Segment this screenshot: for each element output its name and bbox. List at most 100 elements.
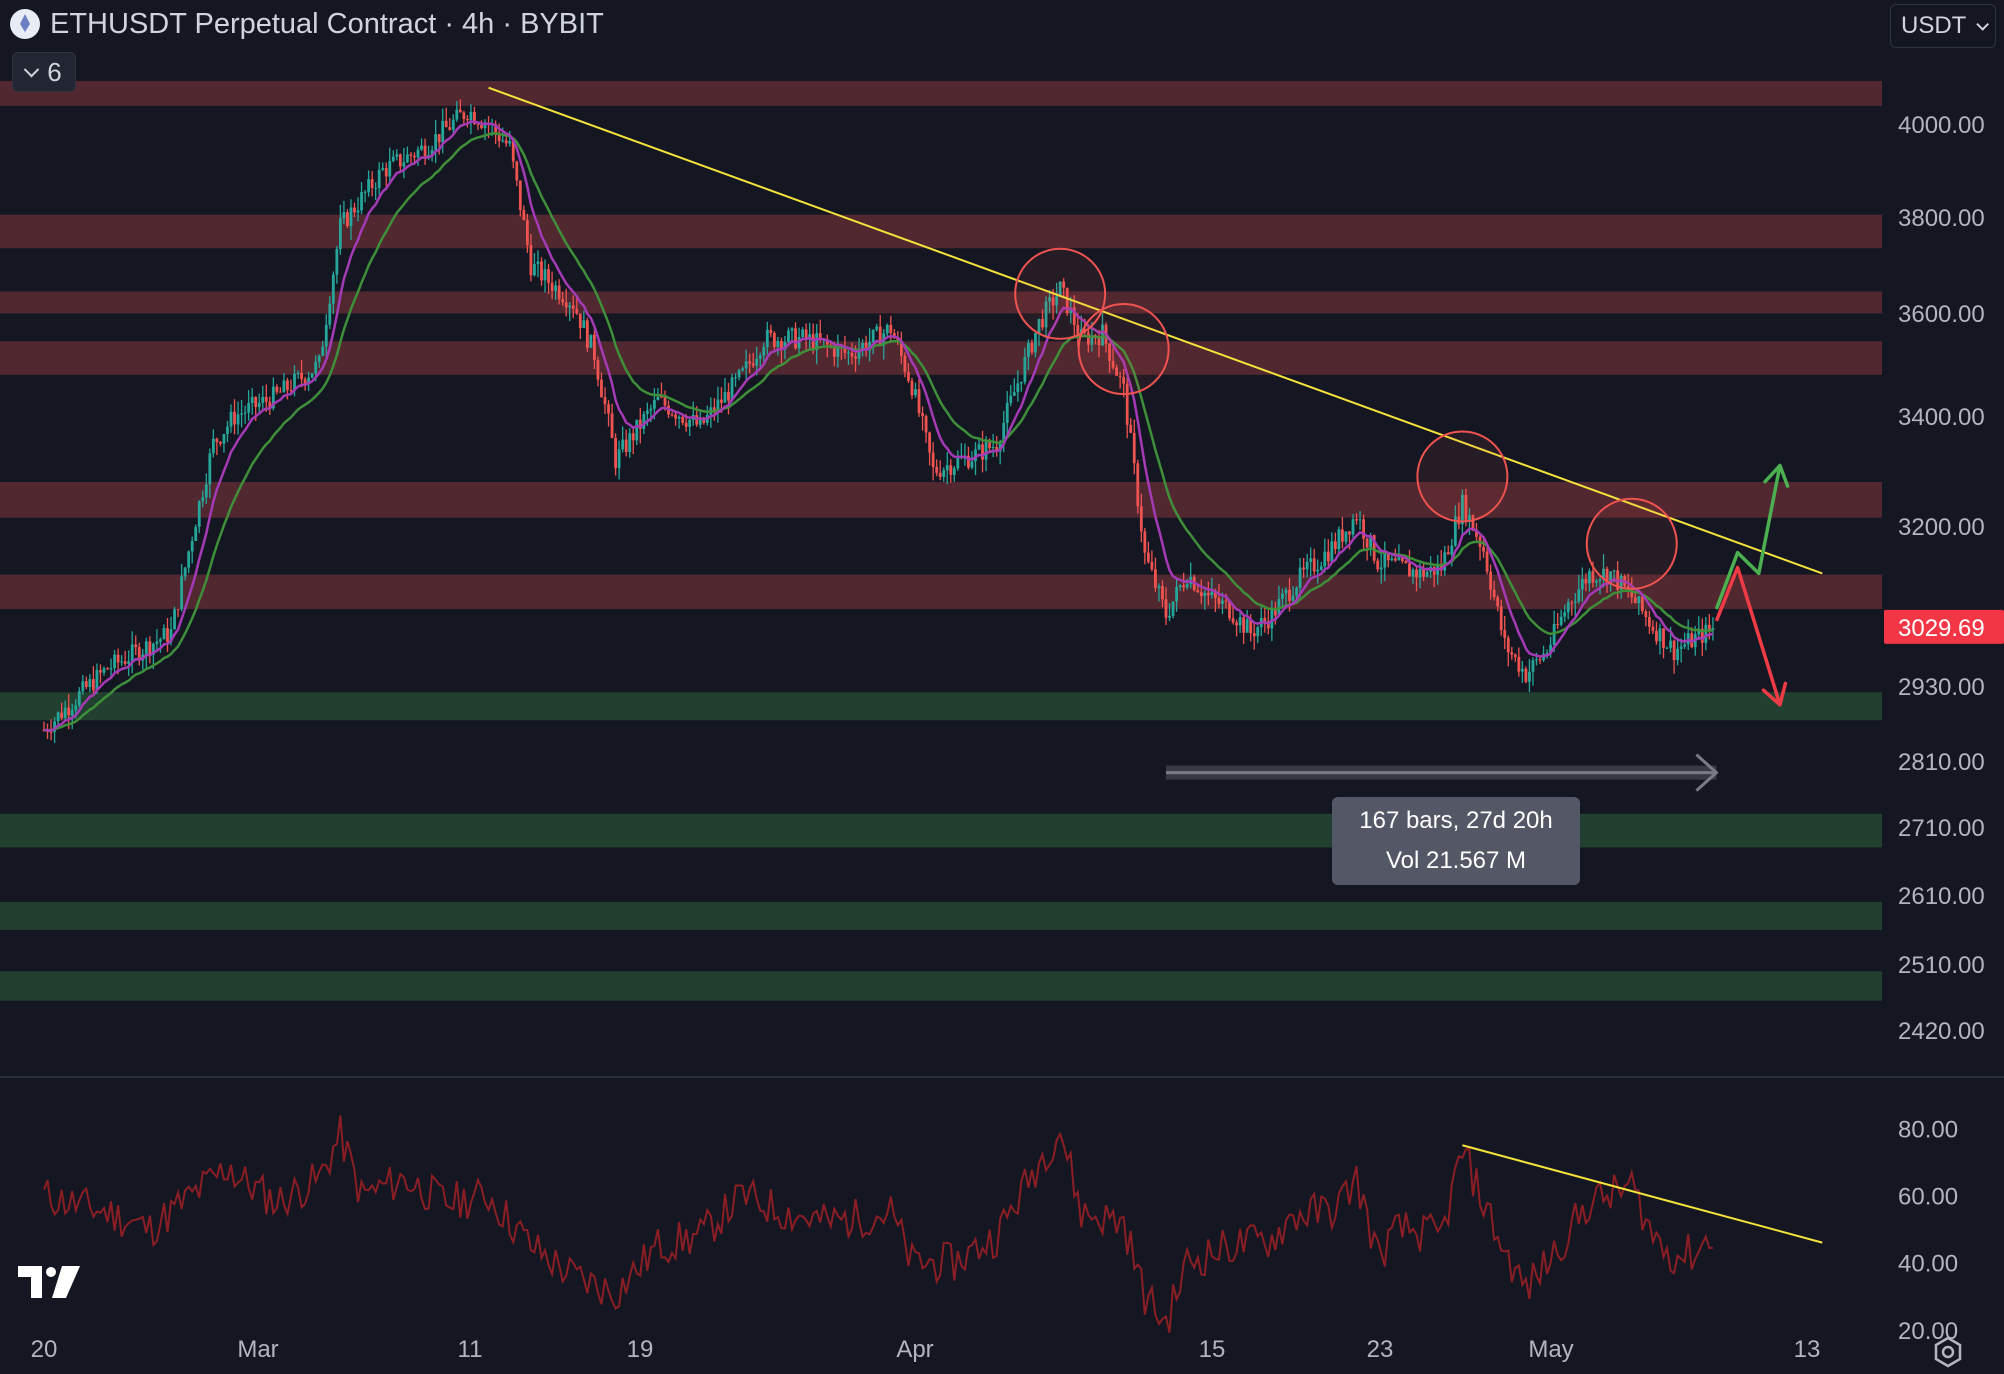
candle-body bbox=[1665, 647, 1669, 649]
candle-body bbox=[843, 347, 847, 353]
candle-body bbox=[508, 141, 512, 144]
candle-body bbox=[1679, 646, 1683, 649]
pivot-circle bbox=[1014, 247, 1107, 340]
candle-body bbox=[84, 681, 88, 688]
moving-averages-layer bbox=[43, 120, 1714, 732]
candle-body bbox=[1513, 654, 1517, 657]
candle-body bbox=[1210, 591, 1214, 596]
candle-body bbox=[1291, 595, 1295, 601]
last-price-badge bbox=[1884, 609, 2004, 644]
candle-body bbox=[1499, 606, 1503, 631]
rsi-tick-label: 40.00 bbox=[1898, 1251, 1958, 1278]
candle-body bbox=[924, 416, 928, 433]
candle-body bbox=[1566, 602, 1570, 613]
candle-body bbox=[1393, 558, 1397, 561]
bearish-scenario-arrow-head bbox=[1761, 688, 1782, 707]
candle-body bbox=[1584, 578, 1588, 584]
candle-body bbox=[1238, 617, 1242, 626]
candle-body bbox=[70, 710, 74, 716]
candle-body bbox=[455, 109, 459, 120]
candle-body bbox=[921, 413, 924, 417]
candle-body bbox=[187, 551, 191, 568]
candle-body bbox=[617, 449, 621, 469]
candle-body bbox=[1305, 561, 1309, 570]
chevron-down-icon bbox=[23, 61, 40, 77]
candle-body bbox=[1468, 515, 1471, 522]
candle-body bbox=[331, 274, 335, 304]
candle-body bbox=[194, 526, 198, 541]
chart-title: ETHUSDT Perpetual Contract · 4h · BYBIT bbox=[50, 7, 604, 40]
candle-body bbox=[931, 452, 935, 468]
candle-body bbox=[1164, 599, 1168, 618]
candle-body bbox=[430, 150, 434, 156]
candle-body bbox=[247, 403, 251, 413]
candle-body bbox=[864, 342, 868, 351]
candle-body bbox=[1337, 529, 1341, 550]
candle-body bbox=[540, 261, 543, 281]
candle-body bbox=[159, 639, 162, 642]
price-tick-label: 3200.00 bbox=[1898, 514, 1985, 541]
candle-body bbox=[815, 333, 819, 351]
candle-body bbox=[811, 334, 815, 351]
candle-body bbox=[1044, 301, 1048, 328]
candle-body bbox=[1002, 422, 1006, 444]
candle-body bbox=[1069, 307, 1073, 314]
candle-body bbox=[1323, 551, 1327, 567]
pivot-circle bbox=[1077, 303, 1170, 396]
price-tick-label: 2420.00 bbox=[1898, 1018, 1985, 1045]
candle-body bbox=[1009, 395, 1013, 403]
candle-body bbox=[1143, 531, 1147, 553]
rsi-trendline bbox=[1462, 1144, 1823, 1244]
rsi-pane: 80.00 60.00 40.00 20.00 bbox=[43, 1115, 1958, 1345]
candle-body bbox=[854, 356, 857, 359]
candle-body bbox=[1023, 356, 1027, 382]
settings-gear-icon[interactable] bbox=[1932, 1336, 1964, 1368]
candle-body bbox=[1390, 558, 1394, 561]
candle-body bbox=[99, 670, 102, 673]
candle-body bbox=[353, 207, 356, 213]
candle-body bbox=[391, 156, 395, 162]
candle-body bbox=[1055, 296, 1059, 306]
candle-body bbox=[741, 368, 745, 371]
currency-select[interactable]: USDT bbox=[1890, 4, 1996, 48]
candle-body bbox=[832, 346, 836, 357]
candle-body bbox=[1090, 335, 1094, 345]
indicators-toggle-button[interactable]: 6 bbox=[12, 52, 76, 92]
candle-body bbox=[885, 324, 889, 334]
candle-body bbox=[603, 397, 607, 405]
candle-body bbox=[1281, 593, 1284, 599]
candle-body bbox=[847, 352, 850, 354]
candle-body bbox=[561, 299, 565, 303]
candle-body bbox=[1196, 589, 1200, 593]
candle-body bbox=[1224, 600, 1228, 602]
candle-body bbox=[166, 628, 169, 643]
candle-body bbox=[1379, 567, 1383, 570]
candle-body bbox=[1538, 659, 1542, 661]
candle-body bbox=[501, 140, 505, 142]
candle-body bbox=[970, 461, 974, 468]
candle-body bbox=[1460, 494, 1464, 525]
candle-body bbox=[151, 643, 155, 656]
candle-body bbox=[790, 328, 794, 331]
candle-body bbox=[550, 282, 554, 292]
candle-body bbox=[268, 401, 272, 409]
candle-body bbox=[208, 453, 212, 485]
candle-body bbox=[338, 218, 342, 250]
candle-body bbox=[1707, 624, 1711, 631]
time-tick-label: Mar bbox=[237, 1336, 278, 1363]
price-tick-label: 2510.00 bbox=[1898, 952, 1985, 979]
candle-body bbox=[1704, 624, 1708, 643]
candle-body bbox=[494, 124, 498, 133]
candle-body bbox=[1506, 637, 1510, 653]
candle-body bbox=[984, 441, 988, 460]
candle-body bbox=[1669, 640, 1672, 648]
candle-body bbox=[818, 333, 822, 341]
candle-body bbox=[1552, 624, 1556, 645]
candle-body bbox=[204, 484, 208, 498]
candle-body bbox=[176, 609, 180, 611]
candle-body bbox=[363, 191, 367, 193]
candle-body bbox=[1245, 619, 1249, 633]
candle-body bbox=[1450, 545, 1454, 555]
candle-body bbox=[1411, 569, 1415, 577]
